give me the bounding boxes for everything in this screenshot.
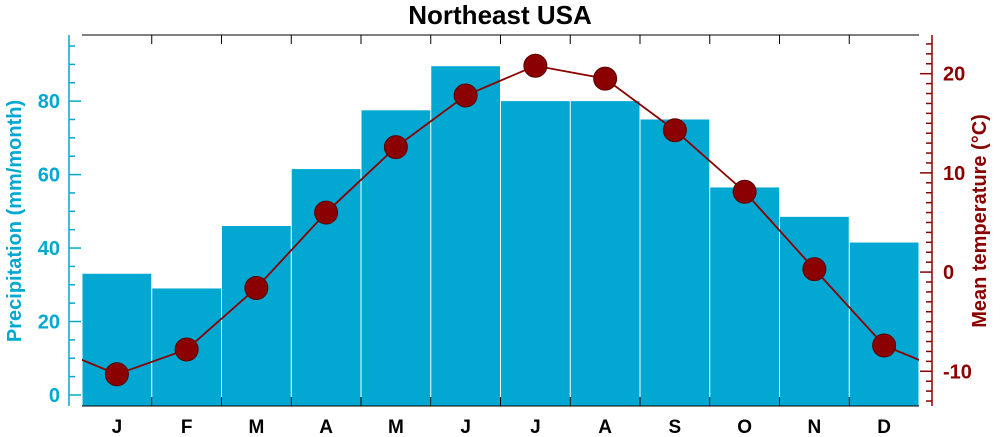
x-tick-label-11: N — [808, 417, 822, 437]
y-right-tick-label-0: 0 — [943, 262, 954, 284]
temp-point-11 — [802, 257, 827, 282]
temp-point-10 — [732, 179, 757, 204]
temp-point-3 — [244, 275, 269, 300]
x-tick-label-9: S — [669, 417, 682, 437]
x-tick-label-3: M — [248, 417, 264, 437]
x-tick-label-10: O — [737, 417, 752, 437]
x-tick-label-2: F — [181, 417, 193, 437]
x-tick-label-7: J — [530, 417, 541, 437]
temp-point-7 — [523, 53, 548, 78]
precip-bar-11 — [780, 216, 849, 406]
y-axis-right-label: Mean temperature (°C) — [969, 114, 991, 328]
x-tick-label-8: A — [598, 417, 612, 437]
y-left-tick-label-0: 0 — [49, 385, 60, 407]
temp-point-9 — [662, 118, 687, 143]
temp-point-12 — [872, 333, 897, 358]
y-left-tick-label-60: 60 — [38, 165, 60, 187]
x-tick-label-6: J — [460, 417, 471, 437]
x-tick-label-4: A — [319, 417, 333, 437]
chart-title: Northeast USA — [408, 0, 592, 30]
temp-point-6 — [453, 83, 478, 108]
precipitation-bars — [82, 66, 919, 407]
y-left-tick-label-40: 40 — [38, 238, 60, 260]
y-left-tick-label-80: 80 — [38, 91, 60, 113]
y-axis-right: -10 0 10 20 — [920, 43, 972, 402]
temp-point-2 — [174, 337, 199, 362]
y-axis-left-label: Precipitation (mm/month) — [4, 100, 26, 342]
temp-point-4 — [314, 200, 339, 225]
temperature-line — [82, 64, 919, 376]
precip-bar-6 — [431, 66, 500, 406]
temp-point-8 — [593, 66, 618, 91]
temp-point-1 — [104, 362, 129, 387]
x-tick-label-5: M — [388, 417, 404, 437]
precip-bar-3 — [222, 226, 291, 406]
y-right-tick-label-20: 20 — [943, 64, 965, 86]
y-left-tick-label-20: 20 — [38, 312, 60, 334]
x-tick-label-1: J — [112, 417, 123, 437]
temp-point-5 — [383, 135, 408, 160]
precip-bar-12 — [849, 242, 919, 406]
precip-bar-8 — [570, 101, 640, 407]
temperature-series — [82, 53, 919, 387]
y-right-tick-label-10: 10 — [943, 163, 965, 185]
precip-bar-5 — [361, 110, 431, 407]
y-axis-left: 0 20 40 60 80 — [38, 45, 81, 407]
precip-bar-9 — [640, 119, 710, 407]
x-tick-label-12: D — [877, 417, 891, 437]
precip-bar-10 — [710, 187, 779, 406]
y-right-tick-label--10: -10 — [943, 361, 972, 383]
precip-bar-7 — [501, 101, 570, 407]
